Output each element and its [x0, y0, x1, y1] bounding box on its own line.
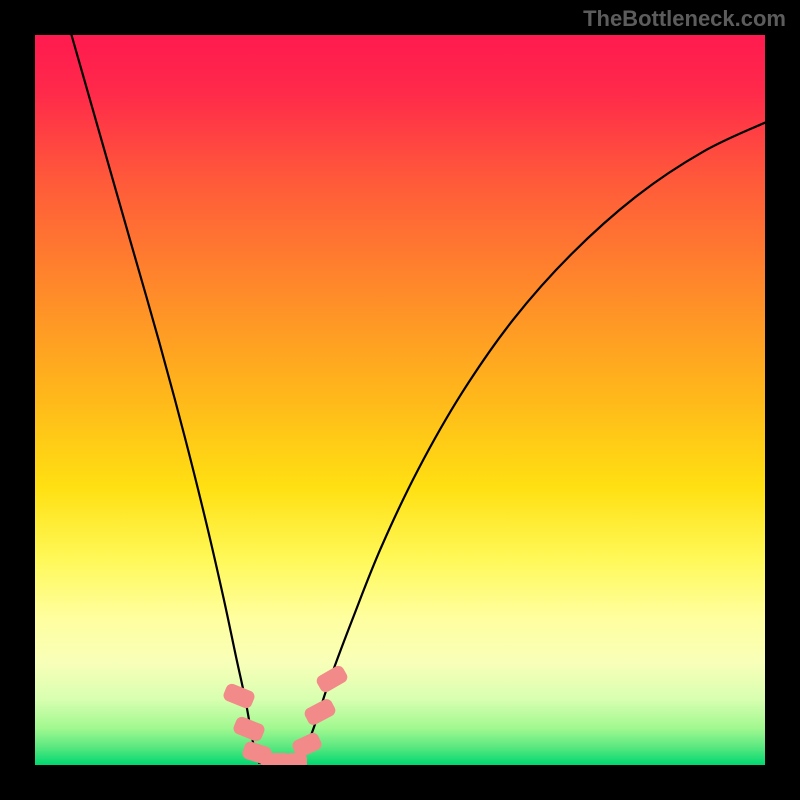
highlight-marker: [315, 664, 350, 695]
highlight-marker: [232, 715, 267, 743]
plot-area: [35, 35, 765, 765]
highlight-marker: [291, 730, 324, 758]
highlight-marker: [302, 697, 337, 727]
markers-layer: [35, 35, 765, 765]
highlight-marker: [221, 682, 256, 710]
watermark-text: TheBottleneck.com: [583, 6, 786, 32]
